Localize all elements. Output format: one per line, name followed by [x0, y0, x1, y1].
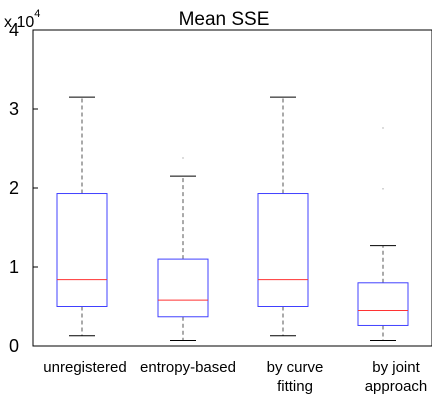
box-iqr [56, 193, 108, 307]
box-iqr [157, 258, 209, 318]
x-category-label: by curve [267, 359, 324, 376]
outlier-point [382, 127, 384, 129]
plot-area-frame [32, 29, 432, 347]
x-category-label: entropy-based [140, 359, 236, 376]
y-tick-label: 0 [9, 336, 19, 356]
chart-title: Mean SSE [179, 9, 270, 30]
y-axis-multiplier: x 104 [4, 8, 40, 31]
y-tick-label: 1 [9, 257, 19, 277]
box-iqr [357, 282, 409, 326]
y-tick-label: 4 [9, 20, 19, 40]
y-tick-label: 3 [9, 99, 19, 119]
outlier-point [382, 187, 384, 190]
y-tick-label: 2 [9, 178, 19, 198]
y-axis-multiplier-base: x 10 [4, 14, 34, 31]
box-iqr [257, 193, 309, 307]
outlier-point [182, 157, 184, 159]
x-category-label: by joint [372, 359, 420, 376]
x-category-label: approach [365, 378, 428, 395]
x-category-label: fitting [277, 378, 313, 395]
x-category-label: unregistered [43, 359, 126, 376]
plot-marks: 0 1 2 3 4 unregistered entropy-based by curve fi… [9, 20, 427, 395]
y-axis-multiplier-exponent: 4 [34, 8, 40, 20]
